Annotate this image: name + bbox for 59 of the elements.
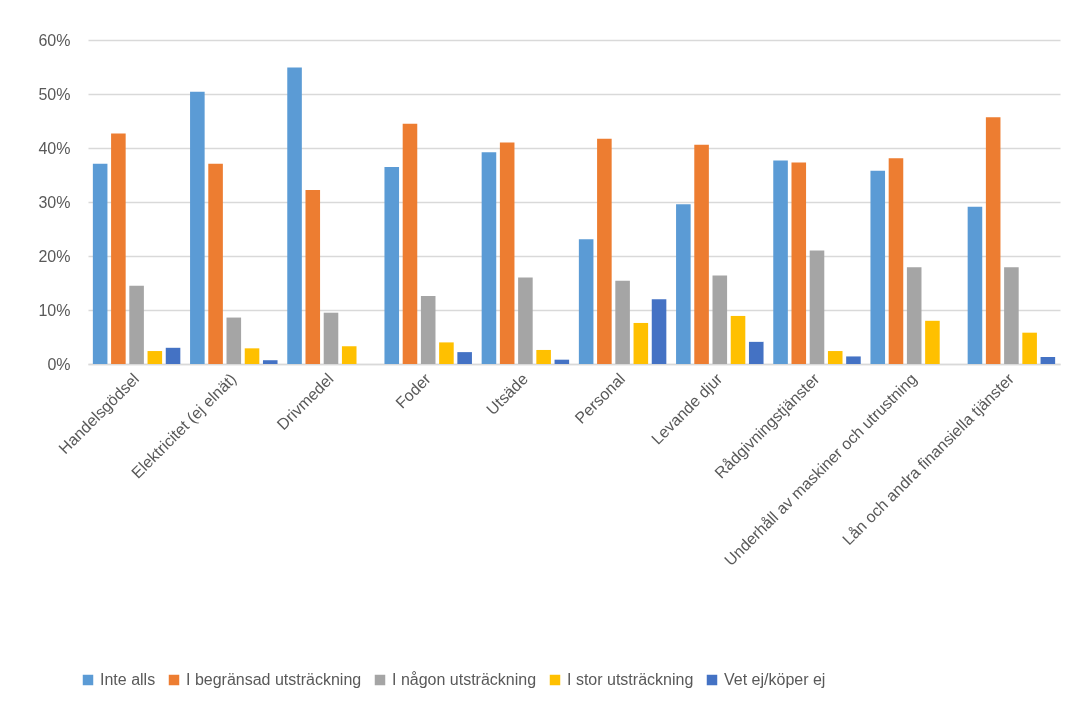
bar: [985, 117, 1001, 364]
y-tick-label: 40%: [38, 139, 71, 157]
bar: [305, 190, 321, 364]
bar: [244, 348, 260, 364]
bar: [1022, 332, 1037, 364]
bar: [827, 351, 843, 364]
legend-label: Inte alls: [100, 671, 156, 688]
y-tick-label: 30%: [38, 193, 71, 211]
bar: [165, 347, 181, 364]
bar: [651, 299, 667, 364]
bar: [676, 204, 691, 364]
bar: [226, 317, 242, 364]
bar: [925, 320, 940, 364]
bar: [578, 239, 594, 364]
bar: [536, 349, 551, 364]
bar: [870, 170, 886, 364]
y-tick-label: 60%: [38, 31, 71, 49]
bar: [906, 267, 922, 364]
bar: [791, 162, 807, 364]
bar: [147, 351, 163, 364]
bar: [730, 315, 746, 364]
legend-label: I begränsad utsträckning: [186, 671, 362, 688]
bar: [809, 250, 825, 364]
bar: [748, 341, 764, 364]
bar: [481, 152, 497, 364]
y-tick-label: 0%: [47, 355, 71, 373]
bar: [420, 295, 436, 364]
bar: [846, 356, 861, 364]
bar: [92, 163, 108, 364]
bar: [384, 166, 400, 364]
bar: [323, 312, 339, 364]
bar: [111, 133, 126, 364]
bar: [208, 163, 223, 364]
bar: [967, 206, 983, 364]
bar: [633, 322, 649, 364]
bar: [402, 123, 418, 364]
bar: [439, 342, 454, 364]
bar: [1004, 267, 1019, 364]
bar: [341, 346, 357, 364]
bar: [499, 142, 515, 364]
bar: [888, 158, 904, 364]
y-tick-label: 10%: [38, 301, 71, 319]
bar: [1040, 356, 1056, 364]
bar: [615, 280, 630, 364]
bar: [518, 277, 533, 364]
bar: [129, 285, 144, 364]
legend-label: I stor utsträckning: [567, 671, 694, 688]
legend-label: Vet ej/köper ej: [724, 671, 826, 688]
y-tick-label: 20%: [38, 247, 71, 265]
legend-label: I någon utsträckning: [392, 671, 537, 688]
bar: [262, 360, 278, 364]
bar: [457, 352, 472, 364]
bar: [694, 144, 709, 364]
bar: [597, 138, 612, 364]
bar: [712, 275, 728, 364]
bar: [287, 67, 302, 364]
bar: [190, 91, 205, 364]
y-tick-label: 50%: [38, 85, 71, 103]
bar: [773, 160, 788, 364]
